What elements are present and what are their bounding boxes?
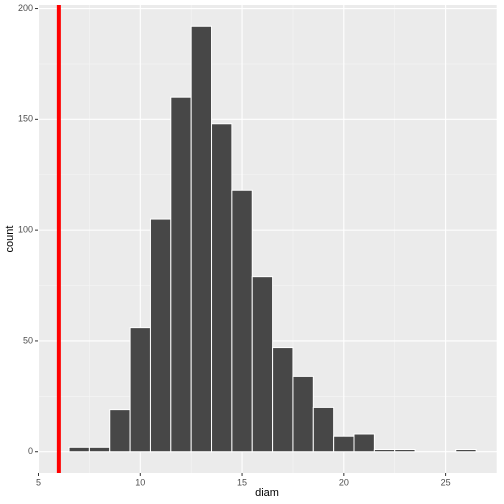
x-tick-label: 15 <box>237 477 247 487</box>
bar <box>109 409 131 453</box>
bar <box>333 435 355 453</box>
y-tick-label: 50 <box>23 335 33 345</box>
bar <box>251 276 274 453</box>
bar <box>68 446 90 453</box>
bar <box>149 218 172 453</box>
y-tick-label: 200 <box>18 3 33 13</box>
x-tick-label: 20 <box>339 477 349 487</box>
y-tick-label: 0 <box>28 446 33 456</box>
bar <box>292 375 314 453</box>
bar <box>211 123 233 453</box>
x-axis-title: diam <box>255 487 279 499</box>
bar <box>394 449 416 453</box>
y-tick-label: 100 <box>18 225 33 235</box>
x-tick-label: 10 <box>135 477 145 487</box>
bar <box>231 189 253 453</box>
bar <box>455 449 477 453</box>
x-tick-label: 25 <box>441 477 451 487</box>
bar <box>373 449 396 453</box>
bar <box>129 327 151 453</box>
bar <box>353 433 375 453</box>
bar <box>272 347 294 453</box>
bar <box>312 406 335 453</box>
bar <box>88 446 111 453</box>
x-tick-label: 5 <box>36 477 41 487</box>
bar <box>190 25 213 453</box>
y-tick-label: 150 <box>18 114 33 124</box>
bar <box>170 96 192 453</box>
y-axis-title: count <box>4 226 16 253</box>
